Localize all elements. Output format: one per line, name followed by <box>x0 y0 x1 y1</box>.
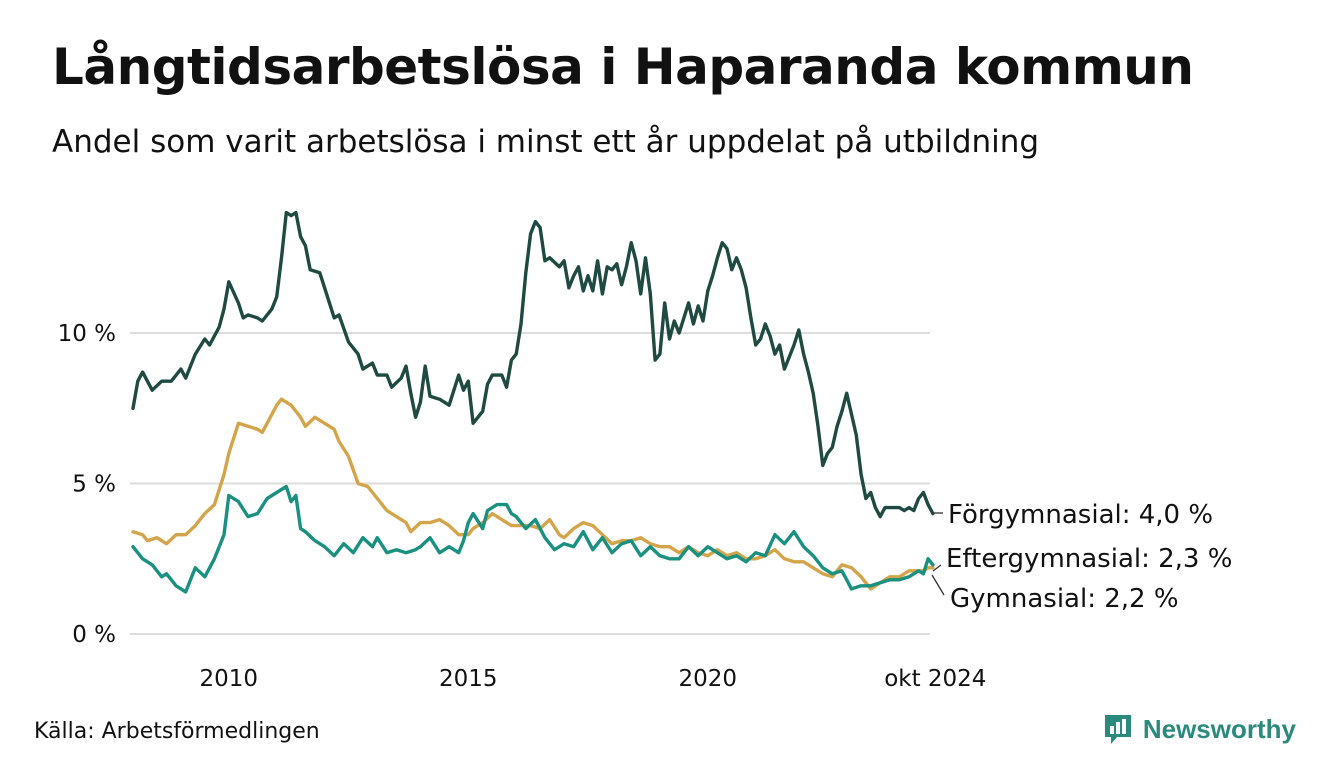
labels-layer: 0 % 5 % 10 % 2010 2015 2020 okt 2024 Förgymnasi… <box>58 321 1233 692</box>
series-line-gymnasial <box>131 397 935 591</box>
series-layer <box>131 210 935 594</box>
end-label-förgymnasial: Förgymnasial: 4,0 % <box>948 500 1213 530</box>
x-tick-label: 2010 <box>200 666 259 692</box>
source-note: Källa: Arbetsförmedlingen <box>34 719 320 744</box>
x-tick-label: 2020 <box>679 666 738 692</box>
newsworthy-logo-icon <box>1104 715 1131 744</box>
end-label-gymnasial: Gymnasial: 2,2 % <box>950 584 1179 614</box>
leader-line-gymnasial <box>931 574 945 596</box>
x-tick-label: okt 2024 <box>884 666 986 692</box>
leader-line-eftergymnasial <box>932 564 942 572</box>
x-tick-label: 2015 <box>439 666 498 692</box>
brand-name: Newsworthy <box>1142 713 1296 744</box>
series-line-förgymnasial <box>131 210 935 519</box>
y-tick-label: 5 % <box>72 472 116 498</box>
series-line-eftergymnasial <box>131 484 935 594</box>
y-tick-label: 10 % <box>58 321 116 347</box>
brand[interactable]: Newsworthy <box>1103 713 1296 745</box>
y-tick-label: 0 % <box>72 622 116 648</box>
chart-subtitle: Andel som varit arbetslösa i minst ett å… <box>52 124 1040 160</box>
chart-title: Långtidsarbetslösa i Haparanda kommun <box>52 38 1194 96</box>
end-label-eftergymnasial: Eftergymnasial: 2,3 % <box>946 544 1232 574</box>
